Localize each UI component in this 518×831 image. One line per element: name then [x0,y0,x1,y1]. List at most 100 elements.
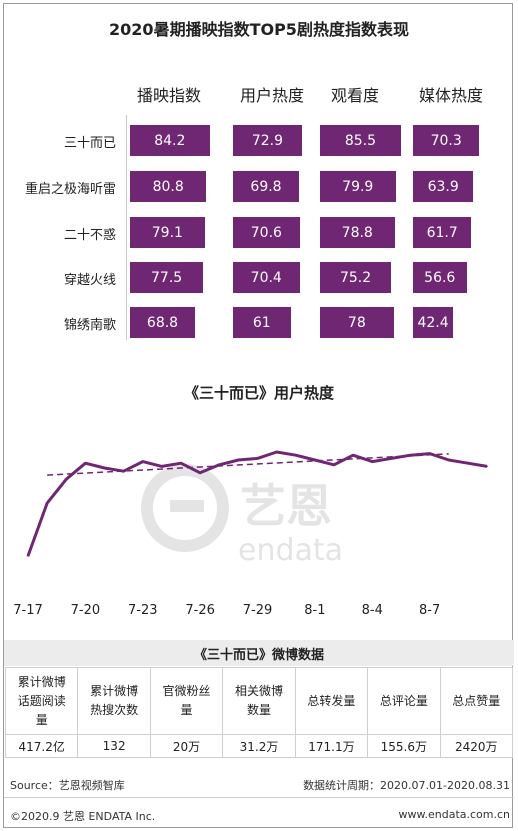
bar-2-2: 78.8 [320,217,395,248]
weibo-header-line: 累计微博 [90,684,139,698]
line-point-8-10 [486,465,488,468]
column-header-3: 媒体热度 [419,86,484,105]
line-point-7-25 [180,462,182,464]
bar-3-3: 56.6 [413,262,467,293]
bar-3-4: 42.4 [413,307,454,338]
row-label-3: 穿越火线 [63,273,116,288]
weibo-value-5: 155.6万 [367,734,441,758]
weibo-header-line: 累计微博 [17,674,66,689]
weibo-header-0: 累计微博 话题阅读量 [4,667,79,735]
x-tick-6: 8-4 [361,603,383,618]
bar-0-1: 80.8 [130,171,207,202]
weibo-header-line: 热搜次数 [90,703,139,717]
weibo-value-4: 171.1万 [294,734,369,758]
bar-1-1: 69.8 [233,171,299,202]
x-tick-0: 7-17 [13,603,43,618]
endata-watermark: 艺恩 endata [141,464,343,568]
frame [3,3,513,828]
weibo-header-line: 量 [180,703,193,717]
bar-1-4: 61 [233,307,291,338]
line-point-7-23 [141,460,144,463]
bar-1-3: 70.4 [233,262,300,293]
bar-2-1: 79.9 [320,171,396,202]
column-header-1: 用户热度 [240,86,305,105]
line-point-7-22 [122,470,125,472]
bar-0-2: 79.1 [130,217,205,248]
line-point-7-19 [65,478,68,480]
bar-1-0: 72.9 [233,125,302,156]
weibo-header-4: 总转发量 [294,667,369,735]
footer-divider [4,797,514,798]
weibo-header-line: 总转发量 [307,693,356,708]
row-label-2: 二十不惑 [63,228,116,243]
x-tick-1: 7-20 [70,603,101,618]
bar-0-0: 84.2 [130,125,210,156]
copyright-text: ©2020.9 艺恩 ENDATA Inc. [10,810,156,823]
line-point-7-17 [27,555,29,557]
weibo-table-title: 《三十而已》微博数据 [4,640,514,666]
weibo-header-line: 总评论量 [379,693,428,708]
series-line-user-heat [26,450,488,557]
weibo-header-1: 累计微博 热搜次数 [77,667,151,735]
line-point-7-31 [294,454,297,456]
weibo-value-2: 20万 [149,734,224,758]
bar-2-3: 75.2 [320,262,392,293]
row-label-4: 锦绣南歌 [63,318,116,333]
weibo-header-3: 相关微博 数量 [222,667,296,735]
x-tick-7: 8-7 [419,603,441,618]
weibo-header-5: 总评论量 [367,667,441,735]
line-point-7-24 [161,465,163,468]
weibo-header-6: 总点赞量 [439,667,514,735]
weibo-header-line: 官微粉丝 [162,684,211,698]
watermark-brand: 艺恩 [240,479,332,533]
line-point-7-26 [199,472,201,474]
x-tick-2: 7-23 [127,603,158,618]
weibo-value-1: 132 [77,734,151,758]
weibo-table: 累计微博 话题阅读量累计微博 热搜次数 官微粉丝量相关微博 数量 总转发量 总评论量 总点赞量… [4,667,514,758]
line-point-8-6 [409,454,412,456]
line-point-7-29 [256,457,259,460]
site-url: www.endata.com.cn [398,808,511,821]
trendline [47,453,449,476]
weibo-header-line: 总点赞量 [452,693,501,708]
line-point-8-9 [467,462,469,464]
weibo-header-line: 相关微博 [234,684,283,698]
line-point-7-28 [237,459,240,461]
line-point-8-7 [428,452,431,455]
weibo-header-2: 官微粉丝量 [149,667,224,735]
bar-2-0: 85.5 [320,125,401,156]
bar-0-4: 68.8 [130,307,195,338]
weibo-header-line: 量 [35,712,48,727]
line-point-7-20 [84,462,87,464]
line-point-8-8 [447,459,450,461]
page-title: 2020暑期播映指数TOP5剧热度指数表现 [109,20,409,39]
line-point-8-5 [390,457,393,460]
bar-axis-line [126,115,127,340]
weibo-header-line: 话题阅读 [17,693,66,708]
weibo-value-row: 417.2亿 132 20万 31.2万 171.1万 155.6万 2420万 [4,734,514,758]
line-point-8-1 [314,459,316,461]
x-tick-5: 8-1 [304,603,326,618]
row-label-0: 三十而已 [63,136,116,151]
line-point-8-4 [371,460,374,463]
line-chart [26,450,488,557]
line-chart-title: 《三十而已》用户热度 [183,384,334,402]
line-point-7-27 [218,464,221,466]
weibo-header-row: 累计微博 话题阅读量累计微博 热搜次数 官微粉丝量相关微博 数量 总转发量 总评论量 总点赞量 [4,667,514,735]
weibo-value-0: 417.2亿 [4,734,79,758]
weibo-header-line: 数量 [246,703,271,717]
line-point-8-3 [352,454,354,456]
watermark-brand-en: endata [238,533,343,568]
source-text: Source：艺恩视频智库 [10,779,125,792]
line-point-8-2 [333,464,335,466]
bar-3-1: 63.9 [413,171,474,202]
line-point-7-18 [46,502,48,504]
row-label-1: 重启之极海听雷 [24,182,116,197]
line-point-7-30 [275,451,278,453]
column-header-0: 播映指数 [137,86,202,105]
column-header-2: 观看度 [331,86,380,105]
bar-3-2: 61.7 [413,217,472,248]
period-text: 数据统计周期：2020.07.01-2020.08.31 [303,779,510,792]
watermark-logo-icon [141,464,229,552]
weibo-value-3: 31.2万 [222,734,296,758]
